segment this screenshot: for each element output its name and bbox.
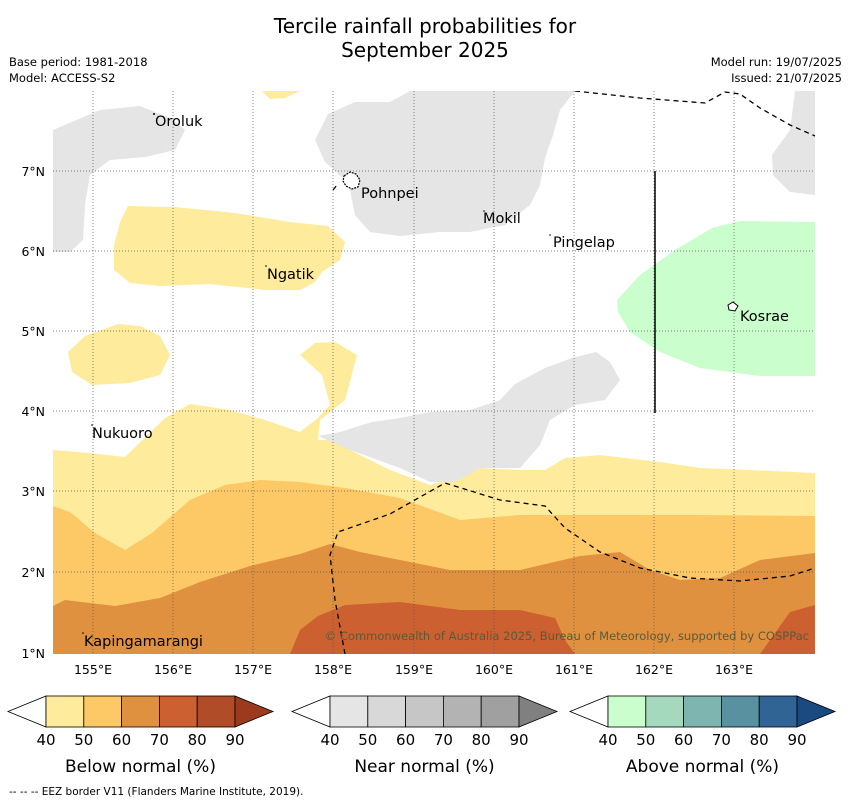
gridlines [53, 91, 815, 654]
map-title: Tercile rainfall probabilities for Septe… [0, 14, 850, 62]
label-kapingamarangi: Kapingamarangi [84, 634, 203, 650]
legend-below-tick-label: 80 [188, 731, 207, 749]
legend-below-normal: 40 50 60 70 80 90 Below normal (%) [6, 695, 275, 777]
legend-above-tick-label: 90 [787, 731, 806, 749]
lon-label-155e: 155°E [74, 662, 112, 677]
legend-below-low-arrow [6, 695, 47, 728]
legend-near-high-arrow [518, 695, 559, 728]
near-40-south [318, 352, 620, 482]
legend-near-segment [367, 695, 406, 728]
legend-below-title: Below normal (%) [65, 757, 216, 777]
meta-left: Base period: 1981-2018 Model: ACCESS-S2 [9, 54, 148, 86]
legend-above-title: Above normal (%) [626, 757, 779, 777]
legend-below-segment [45, 695, 85, 728]
legend-below-segment [196, 695, 236, 728]
legend-near-low-arrow [290, 695, 331, 728]
lon-label-158e: 158°E [314, 662, 352, 677]
near-40-northwest [53, 106, 185, 252]
lon-label-162e: 162°E [635, 662, 673, 677]
legend-above-segment [645, 695, 684, 728]
legend-near-tick-label: 80 [472, 731, 491, 749]
copyright-notice: © Commonwealth of Australia 2025, Bureau… [325, 629, 809, 643]
eez-footnote: -- -- -- EEZ border V11 (Flanders Marine… [9, 786, 304, 798]
lat-label-1n: 1°N [21, 646, 45, 661]
legend-near-segment [442, 695, 482, 728]
below-70-blob [290, 602, 575, 654]
legend-above-segment [721, 695, 760, 728]
lat-label-5n: 5°N [21, 324, 45, 339]
label-nukuoro: Nukuoro [92, 426, 153, 442]
label-ngatik: Ngatik [267, 267, 315, 283]
legend-near-segment [405, 695, 444, 728]
legend-above-tick-label: 60 [674, 731, 693, 749]
lon-label-160e: 160°E [475, 662, 513, 677]
below-60-band [53, 544, 815, 654]
legend-below-tick-label: 90 [225, 731, 244, 749]
lat-label-2n: 2°N [21, 565, 45, 580]
legend-below-tick-label: 50 [74, 731, 93, 749]
legend-near-tick-label: 70 [434, 731, 453, 749]
legend-near-tick-label: 50 [358, 731, 377, 749]
label-mokil: Mokil [483, 211, 521, 227]
below-70-east [760, 605, 815, 654]
legend-above-normal: 40 50 60 70 80 90 Above normal (%) [568, 695, 837, 777]
legend-above-tick-label: 40 [598, 731, 617, 749]
legend-below-segment [158, 695, 198, 728]
below-40-blob-west [68, 324, 170, 385]
issued-date: Issued: 21/07/2025 [731, 71, 842, 85]
map-area: Oroluk Pohnpei Mokil Pingelap Ngatik Kos… [53, 91, 815, 654]
model-run: Model run: 19/07/2025 [710, 55, 842, 69]
legend-below-segment [83, 695, 123, 728]
legend-near-normal: 40 50 60 70 80 90 Near normal (%) [290, 695, 559, 777]
lon-label-161e: 161°E [555, 662, 593, 677]
model-name: Model: ACCESS-S2 [9, 71, 116, 85]
title-line-2: September 2025 [341, 38, 509, 62]
pohnpei-island-shape [342, 171, 361, 190]
legend-above-high-arrow [796, 695, 837, 728]
near-40-north [315, 91, 575, 236]
lon-label-159e: 159°E [395, 662, 433, 677]
legend-near-segment [480, 695, 520, 728]
lat-label-3n: 3°N [21, 484, 45, 499]
island-dots [82, 113, 551, 634]
near-40-northeast [772, 91, 815, 195]
legend-near-tick-label: 90 [509, 731, 528, 749]
kosrae-island-shape [727, 301, 739, 312]
lat-label-7n: 7°N [21, 164, 45, 179]
above-40-east [617, 221, 815, 376]
label-kosrae: Kosrae [740, 309, 789, 325]
label-pohnpei: Pohnpei [361, 186, 419, 202]
legend-below-tick-label: 40 [36, 731, 55, 749]
lon-label-163e: 163°E [715, 662, 753, 677]
legend-above-tick-label: 50 [636, 731, 655, 749]
legend-above-tick-label: 80 [750, 731, 769, 749]
legend-below-high-arrow [234, 695, 275, 728]
title-line-1: Tercile rainfall probabilities for [273, 14, 577, 38]
legend-near-tick-label: 40 [320, 731, 339, 749]
legend-above-low-arrow [568, 695, 609, 728]
legend-near-tick-label: 60 [396, 731, 415, 749]
lat-label-4n: 4°N [21, 404, 45, 419]
legend-above-segment [683, 695, 722, 728]
legend-below-tick-label: 70 [150, 731, 169, 749]
below-40-blob-north [114, 206, 345, 290]
base-period: Base period: 1981-2018 [9, 55, 148, 69]
label-pingelap: Pingelap [553, 235, 615, 251]
lon-label-157e: 157°E [234, 662, 272, 677]
legend-near-segment [329, 695, 369, 728]
meta-right: Model run: 19/07/2025 Issued: 21/07/2025 [711, 54, 842, 86]
eez-borders [329, 91, 815, 654]
legend-above-segment [758, 695, 798, 728]
below-40-top [262, 91, 300, 99]
legend-above-tick-label: 70 [712, 731, 731, 749]
legend-near-title: Near normal (%) [354, 757, 494, 777]
lat-label-6n: 6°N [21, 244, 45, 259]
legend-above-segment [607, 695, 647, 728]
legend-below-tick-label: 60 [112, 731, 131, 749]
legend-below-segment [121, 695, 160, 728]
lon-label-156e: 156°E [154, 662, 192, 677]
label-oroluk: Oroluk [155, 114, 203, 130]
